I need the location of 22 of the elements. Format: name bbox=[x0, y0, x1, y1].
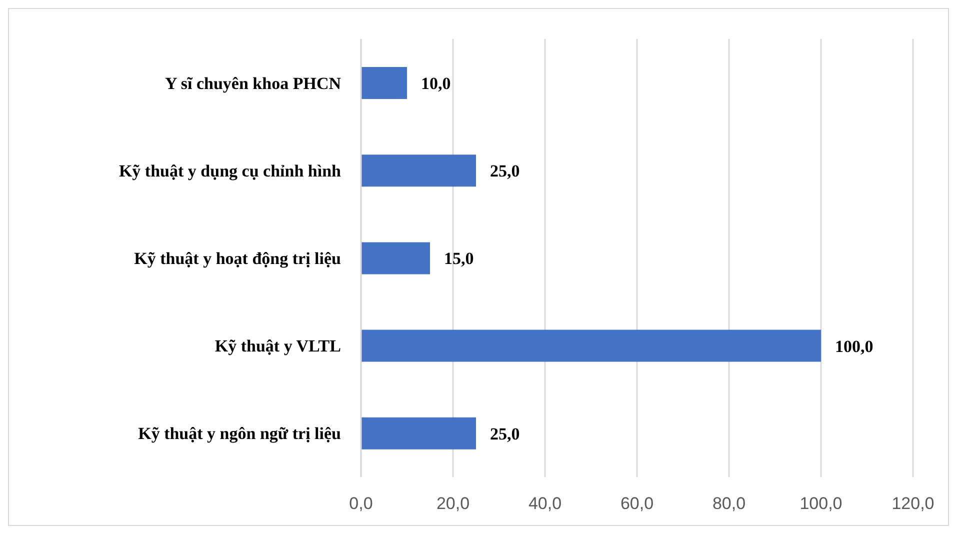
y-tick-label: Y sĩ chuyên khoa PHCN bbox=[164, 74, 342, 93]
bar bbox=[361, 242, 430, 274]
x-tick-label: 100,0 bbox=[800, 494, 842, 514]
data-label: 15,0 bbox=[444, 249, 474, 268]
x-tick-label: 20,0 bbox=[436, 494, 470, 514]
x-tick-label: 120,0 bbox=[892, 494, 934, 514]
bar bbox=[361, 330, 821, 362]
data-label: 25,0 bbox=[490, 424, 520, 444]
x-tick-label: 0,0 bbox=[349, 494, 373, 514]
data-label: 25,0 bbox=[490, 162, 520, 181]
y-tick-label: Kỹ thuật y hoạt động trị liệu bbox=[134, 249, 341, 268]
bar bbox=[361, 67, 407, 99]
y-tick-label: Kỹ thuật y ngôn ngữ trị liệu bbox=[138, 424, 341, 444]
x-tick-label: 40,0 bbox=[528, 494, 562, 514]
y-tick-label: Kỹ thuật y dụng cụ chỉnh hình bbox=[118, 161, 342, 180]
x-tick-label: 80,0 bbox=[712, 494, 746, 514]
bar bbox=[361, 154, 476, 187]
y-tick-label: Kỹ thuật y VLTL bbox=[214, 336, 341, 356]
data-label: 100,0 bbox=[835, 336, 874, 356]
data-label: 10,0 bbox=[421, 74, 451, 93]
bar bbox=[361, 417, 476, 450]
x-tick-label: 60,0 bbox=[620, 494, 654, 514]
